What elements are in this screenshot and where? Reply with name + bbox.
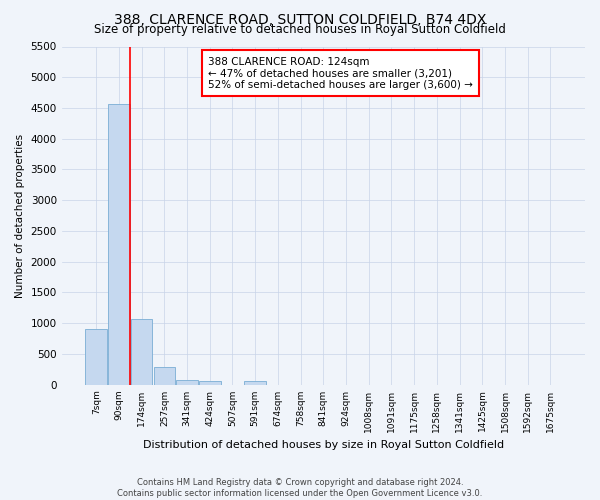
Text: Contains HM Land Registry data © Crown copyright and database right 2024.
Contai: Contains HM Land Registry data © Crown c… <box>118 478 482 498</box>
Bar <box>154 366 175 384</box>
Bar <box>108 104 130 384</box>
X-axis label: Distribution of detached houses by size in Royal Sutton Coldfield: Distribution of detached houses by size … <box>143 440 504 450</box>
Bar <box>244 381 266 384</box>
Bar <box>85 330 107 384</box>
Text: 388, CLARENCE ROAD, SUTTON COLDFIELD, B74 4DX: 388, CLARENCE ROAD, SUTTON COLDFIELD, B7… <box>114 12 486 26</box>
Y-axis label: Number of detached properties: Number of detached properties <box>15 134 25 298</box>
Bar <box>199 381 221 384</box>
Text: 388 CLARENCE ROAD: 124sqm
← 47% of detached houses are smaller (3,201)
52% of se: 388 CLARENCE ROAD: 124sqm ← 47% of detac… <box>208 56 473 90</box>
Text: Size of property relative to detached houses in Royal Sutton Coldfield: Size of property relative to detached ho… <box>94 22 506 36</box>
Bar <box>176 380 198 384</box>
Bar <box>131 319 152 384</box>
